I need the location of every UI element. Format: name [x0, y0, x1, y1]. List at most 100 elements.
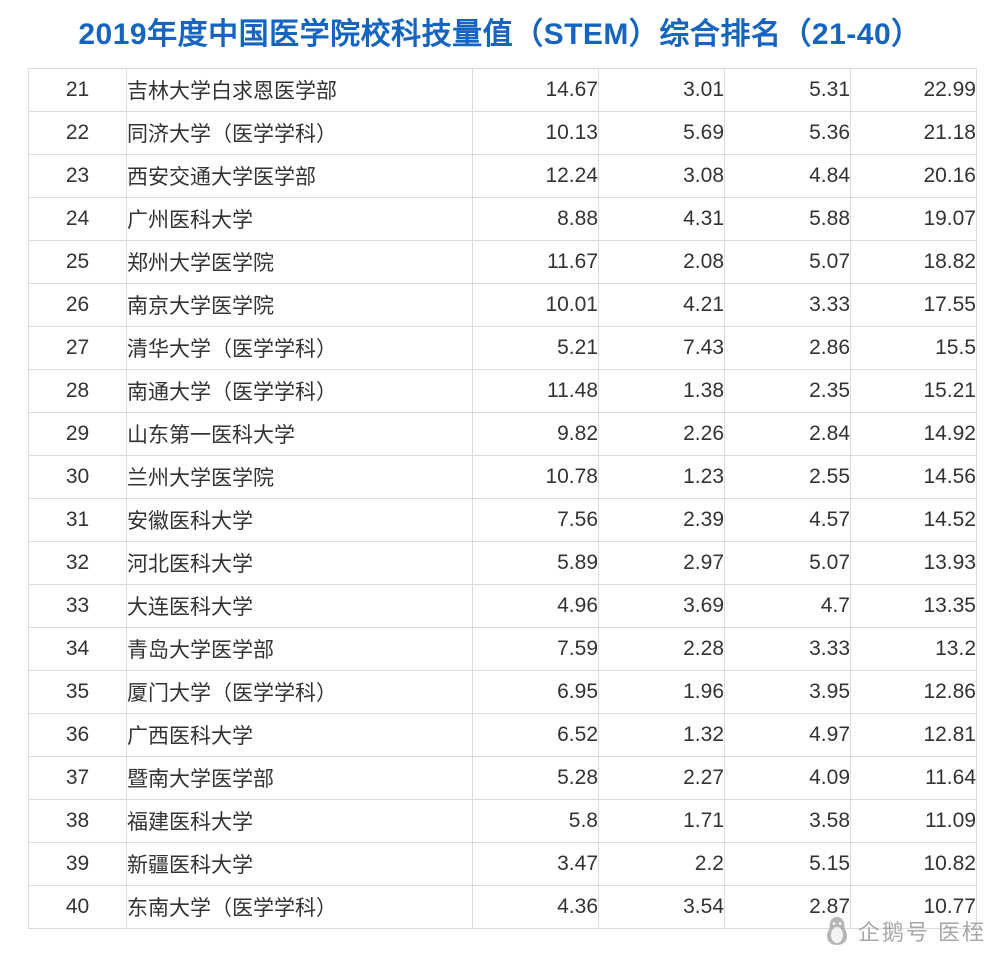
- value-cell: 1.38: [598, 368, 725, 413]
- rank-cell: 25: [28, 239, 127, 284]
- table-row: 31 安徽医科大学 7.56 2.39 4.57 14.52: [28, 497, 977, 542]
- value-cell: 12.24: [472, 153, 599, 198]
- school-name-cell: 福建医科大学: [126, 798, 473, 843]
- table-row: 38 福建医科大学 5.8 1.71 3.58 11.09: [28, 798, 977, 843]
- table-row: 28 南通大学（医学学科） 11.48 1.38 2.35 15.21: [28, 368, 977, 413]
- value-cell: 10.82: [850, 841, 977, 886]
- value-cell: 13.35: [850, 583, 977, 628]
- school-name-cell: 广州医科大学: [126, 196, 473, 241]
- value-cell: 10.78: [472, 454, 599, 499]
- school-name-cell: 吉林大学白求恩医学部: [126, 67, 473, 112]
- rank-cell: 30: [28, 454, 127, 499]
- value-cell: 7.59: [472, 626, 599, 671]
- table-row: 36 广西医科大学 6.52 1.32 4.97 12.81: [28, 712, 977, 757]
- value-cell: 14.56: [850, 454, 977, 499]
- rank-cell: 32: [28, 540, 127, 585]
- value-cell: 2.87: [724, 884, 851, 929]
- value-cell: 10.13: [472, 110, 599, 155]
- value-cell: 11.48: [472, 368, 599, 413]
- rank-cell: 29: [28, 411, 127, 456]
- value-cell: 4.31: [598, 196, 725, 241]
- value-cell: 4.09: [724, 755, 851, 800]
- value-cell: 5.28: [472, 755, 599, 800]
- table-row: 27 清华大学（医学学科） 5.21 7.43 2.86 15.5: [28, 325, 977, 370]
- rank-cell: 33: [28, 583, 127, 628]
- value-cell: 13.2: [850, 626, 977, 671]
- value-cell: 11.09: [850, 798, 977, 843]
- school-name-cell: 广西医科大学: [126, 712, 473, 757]
- school-name-cell: 兰州大学医学院: [126, 454, 473, 499]
- value-cell: 15.5: [850, 325, 977, 370]
- table-row: 34 青岛大学医学部 7.59 2.28 3.33 13.2: [28, 626, 977, 671]
- value-cell: 3.33: [724, 282, 851, 327]
- value-cell: 5.15: [724, 841, 851, 886]
- value-cell: 5.69: [598, 110, 725, 155]
- table-row: 24 广州医科大学 8.88 4.31 5.88 19.07: [28, 196, 977, 241]
- value-cell: 9.82: [472, 411, 599, 456]
- value-cell: 5.31: [724, 67, 851, 112]
- table-row: 25 郑州大学医学院 11.67 2.08 5.07 18.82: [28, 239, 977, 284]
- school-name-cell: 西安交通大学医学部: [126, 153, 473, 198]
- value-cell: 4.21: [598, 282, 725, 327]
- table-row: 35 厦门大学（医学学科） 6.95 1.96 3.95 12.86: [28, 669, 977, 714]
- value-cell: 5.8: [472, 798, 599, 843]
- table-row: 32 河北医科大学 5.89 2.97 5.07 13.93: [28, 540, 977, 585]
- rank-cell: 31: [28, 497, 127, 542]
- value-cell: 7.56: [472, 497, 599, 542]
- rank-cell: 34: [28, 626, 127, 671]
- school-name-cell: 东南大学（医学学科）: [126, 884, 473, 929]
- rank-cell: 39: [28, 841, 127, 886]
- value-cell: 14.67: [472, 67, 599, 112]
- value-cell: 11.64: [850, 755, 977, 800]
- table-row: 39 新疆医科大学 3.47 2.2 5.15 10.82: [28, 841, 977, 886]
- value-cell: 2.35: [724, 368, 851, 413]
- value-cell: 3.08: [598, 153, 725, 198]
- value-cell: 14.52: [850, 497, 977, 542]
- school-name-cell: 山东第一医科大学: [126, 411, 473, 456]
- rank-cell: 27: [28, 325, 127, 370]
- value-cell: 4.97: [724, 712, 851, 757]
- value-cell: 5.21: [472, 325, 599, 370]
- school-name-cell: 暨南大学医学部: [126, 755, 473, 800]
- value-cell: 5.07: [724, 239, 851, 284]
- table-row: 37 暨南大学医学部 5.28 2.27 4.09 11.64: [28, 755, 977, 800]
- value-cell: 10.01: [472, 282, 599, 327]
- value-cell: 5.88: [724, 196, 851, 241]
- value-cell: 2.26: [598, 411, 725, 456]
- school-name-cell: 南通大学（医学学科）: [126, 368, 473, 413]
- rank-cell: 22: [28, 110, 127, 155]
- value-cell: 15.21: [850, 368, 977, 413]
- value-cell: 18.82: [850, 239, 977, 284]
- school-name-cell: 新疆医科大学: [126, 841, 473, 886]
- rank-cell: 23: [28, 153, 127, 198]
- value-cell: 2.55: [724, 454, 851, 499]
- rank-cell: 36: [28, 712, 127, 757]
- rank-cell: 40: [28, 884, 127, 929]
- value-cell: 7.43: [598, 325, 725, 370]
- rank-cell: 38: [28, 798, 127, 843]
- table-row: 40 东南大学（医学学科） 4.36 3.54 2.87 10.77: [28, 884, 977, 929]
- rank-cell: 35: [28, 669, 127, 714]
- value-cell: 3.95: [724, 669, 851, 714]
- value-cell: 3.47: [472, 841, 599, 886]
- value-cell: 2.27: [598, 755, 725, 800]
- value-cell: 19.07: [850, 196, 977, 241]
- school-name-cell: 郑州大学医学院: [126, 239, 473, 284]
- value-cell: 2.86: [724, 325, 851, 370]
- value-cell: 2.84: [724, 411, 851, 456]
- table-row: 29 山东第一医科大学 9.82 2.26 2.84 14.92: [28, 411, 977, 456]
- value-cell: 2.08: [598, 239, 725, 284]
- table-row: 33 大连医科大学 4.96 3.69 4.7 13.35: [28, 583, 977, 628]
- value-cell: 1.71: [598, 798, 725, 843]
- rank-cell: 21: [28, 67, 127, 112]
- table-row: 26 南京大学医学院 10.01 4.21 3.33 17.55: [28, 282, 977, 327]
- ranking-table: 21 吉林大学白求恩医学部 14.67 3.01 5.31 22.99 22 同济大学（医学学…: [28, 67, 977, 929]
- table-row: 30 兰州大学医学院 10.78 1.23 2.55 14.56: [28, 454, 977, 499]
- value-cell: 3.01: [598, 67, 725, 112]
- value-cell: 4.84: [724, 153, 851, 198]
- rank-cell: 24: [28, 196, 127, 241]
- value-cell: 2.97: [598, 540, 725, 585]
- school-name-cell: 厦门大学（医学学科）: [126, 669, 473, 714]
- value-cell: 22.99: [850, 67, 977, 112]
